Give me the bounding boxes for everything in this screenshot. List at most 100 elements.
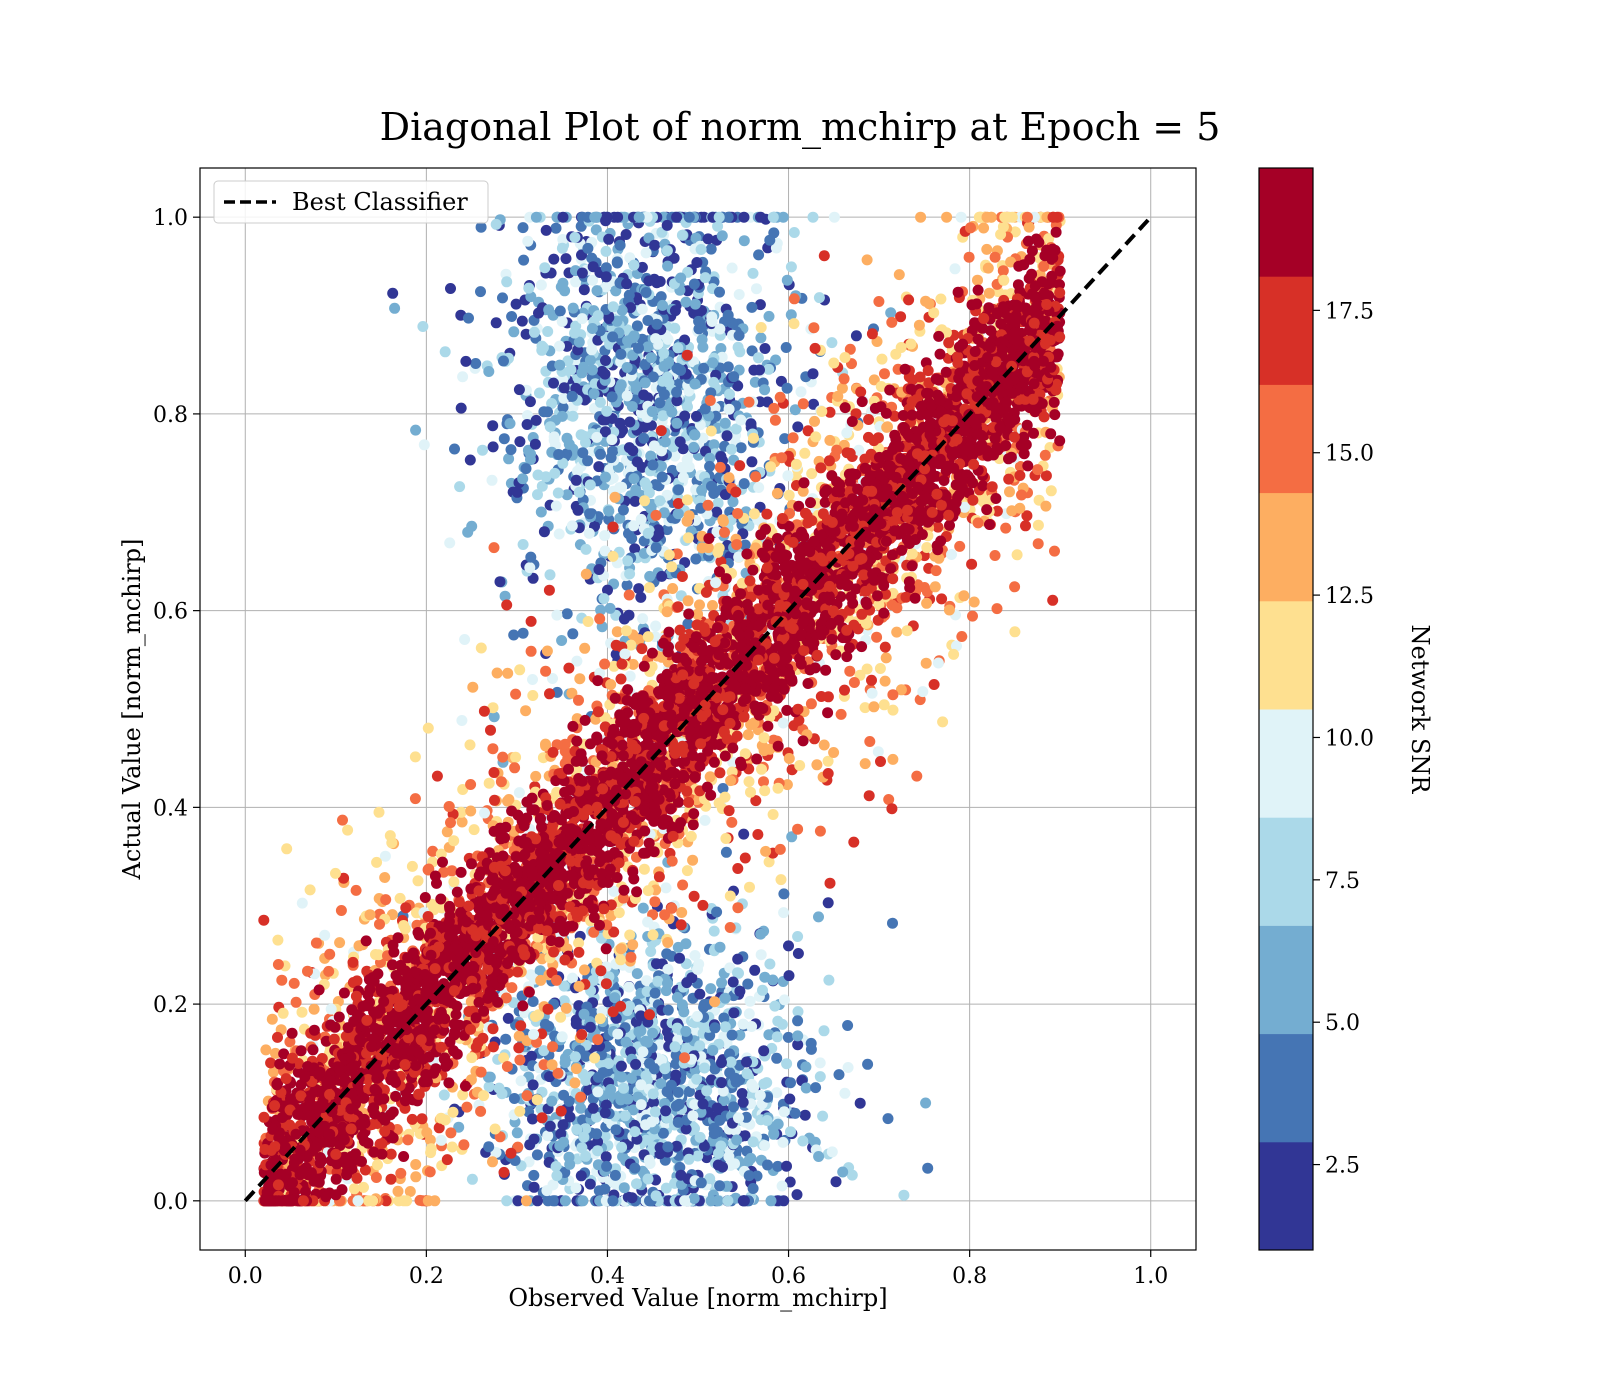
scatter-point	[731, 539, 743, 551]
scatter-point	[614, 417, 626, 429]
scatter-point	[308, 1003, 320, 1015]
scatter-point	[800, 1061, 812, 1073]
scatter-point	[623, 981, 635, 993]
scatter-point	[669, 305, 681, 317]
scatter-point	[854, 1097, 866, 1109]
scatter-point	[681, 494, 693, 506]
scatter-point	[663, 377, 675, 389]
scatter-point	[422, 722, 434, 734]
scatter-point	[628, 520, 640, 532]
scatter-point	[541, 645, 553, 657]
scatter-point	[695, 1177, 707, 1189]
scatter-point	[513, 384, 525, 396]
scatter-point	[358, 1181, 369, 1193]
scatter-point	[675, 1169, 687, 1181]
scatter-point	[767, 211, 779, 223]
scatter-point	[650, 333, 662, 345]
scatter-point	[903, 294, 915, 306]
scatter-point	[792, 1030, 804, 1042]
scatter-point	[601, 211, 613, 223]
scatter-point	[600, 414, 611, 426]
scatter-point	[468, 824, 480, 836]
scatter-point	[488, 767, 500, 778]
scatter-point	[491, 667, 503, 679]
scatter-point	[594, 1013, 606, 1025]
scatter-point	[746, 1021, 758, 1032]
scatter-point	[466, 1173, 478, 1185]
chart-title: Diagonal Plot of norm_mchirp at Epoch = …	[380, 105, 1221, 150]
scatter-point	[310, 937, 322, 949]
scatter-point	[609, 491, 621, 503]
scatter-point	[642, 1036, 653, 1048]
scatter-point	[622, 555, 634, 567]
scatter-point	[922, 1162, 934, 1174]
scatter-point	[497, 292, 508, 304]
scatter-point	[510, 688, 522, 700]
scatter-point	[600, 471, 611, 483]
scatter-point	[753, 482, 765, 493]
scatter-point	[724, 388, 735, 400]
scatter-point	[538, 526, 550, 538]
scatter-point	[713, 542, 725, 554]
scatter-point	[813, 292, 825, 304]
scatter-point	[792, 931, 804, 942]
scatter-point	[417, 321, 429, 332]
scatter-point	[662, 963, 674, 975]
scatter-point	[500, 1033, 512, 1045]
scatter-point	[654, 495, 666, 507]
scatter-point	[639, 477, 651, 489]
scatter-point	[691, 257, 703, 268]
scatter-point	[772, 782, 784, 794]
scatter-point	[457, 371, 469, 383]
scatter-point	[778, 888, 790, 900]
scatter-point	[677, 471, 689, 483]
scatter-point	[567, 302, 579, 314]
scatter-point	[716, 977, 728, 989]
scatter-point	[488, 542, 500, 554]
scatter-point	[523, 282, 535, 294]
scatter-point	[548, 253, 560, 265]
scatter-point	[389, 302, 401, 314]
scatter-point	[520, 1195, 532, 1207]
scatter-point	[618, 1182, 630, 1194]
scatter-point	[561, 489, 573, 501]
scatter-point	[733, 330, 745, 341]
scatter-point	[730, 486, 742, 498]
scatter-point	[783, 753, 795, 764]
scatter-point	[594, 613, 606, 625]
scatter-point	[716, 1057, 727, 1069]
scatter-point	[809, 415, 820, 427]
scatter-point	[447, 1106, 459, 1118]
scatter-point	[600, 1151, 612, 1163]
scatter-point	[714, 323, 726, 335]
scatter-point	[629, 495, 641, 507]
scatter-point	[649, 987, 661, 999]
scatter-point	[621, 579, 633, 591]
scatter-point	[657, 299, 668, 311]
scatter-point	[872, 746, 884, 758]
scatter-point	[576, 267, 588, 279]
scatter-point	[715, 343, 727, 354]
scatter-point	[595, 965, 607, 977]
scatter-point	[755, 322, 767, 333]
scatter-point	[714, 286, 725, 298]
scatter-point	[475, 221, 487, 233]
scatter-point	[705, 983, 717, 995]
scatter-point	[699, 814, 711, 826]
scatter-point	[682, 618, 694, 630]
scatter-point	[726, 262, 738, 274]
scatter-point	[374, 918, 385, 930]
scatter-point	[555, 1011, 567, 1023]
scatter-point	[708, 439, 720, 451]
scatter-point	[584, 1021, 596, 1033]
scatter-point	[709, 1022, 721, 1034]
scatter-point	[625, 302, 636, 314]
scatter-point	[811, 759, 823, 771]
scatter-point	[576, 1142, 588, 1154]
scatter-point	[946, 549, 957, 560]
scatter-point	[838, 373, 850, 385]
scatter-point	[863, 790, 875, 802]
scatter-point	[557, 401, 569, 413]
scatter-point	[765, 461, 777, 473]
